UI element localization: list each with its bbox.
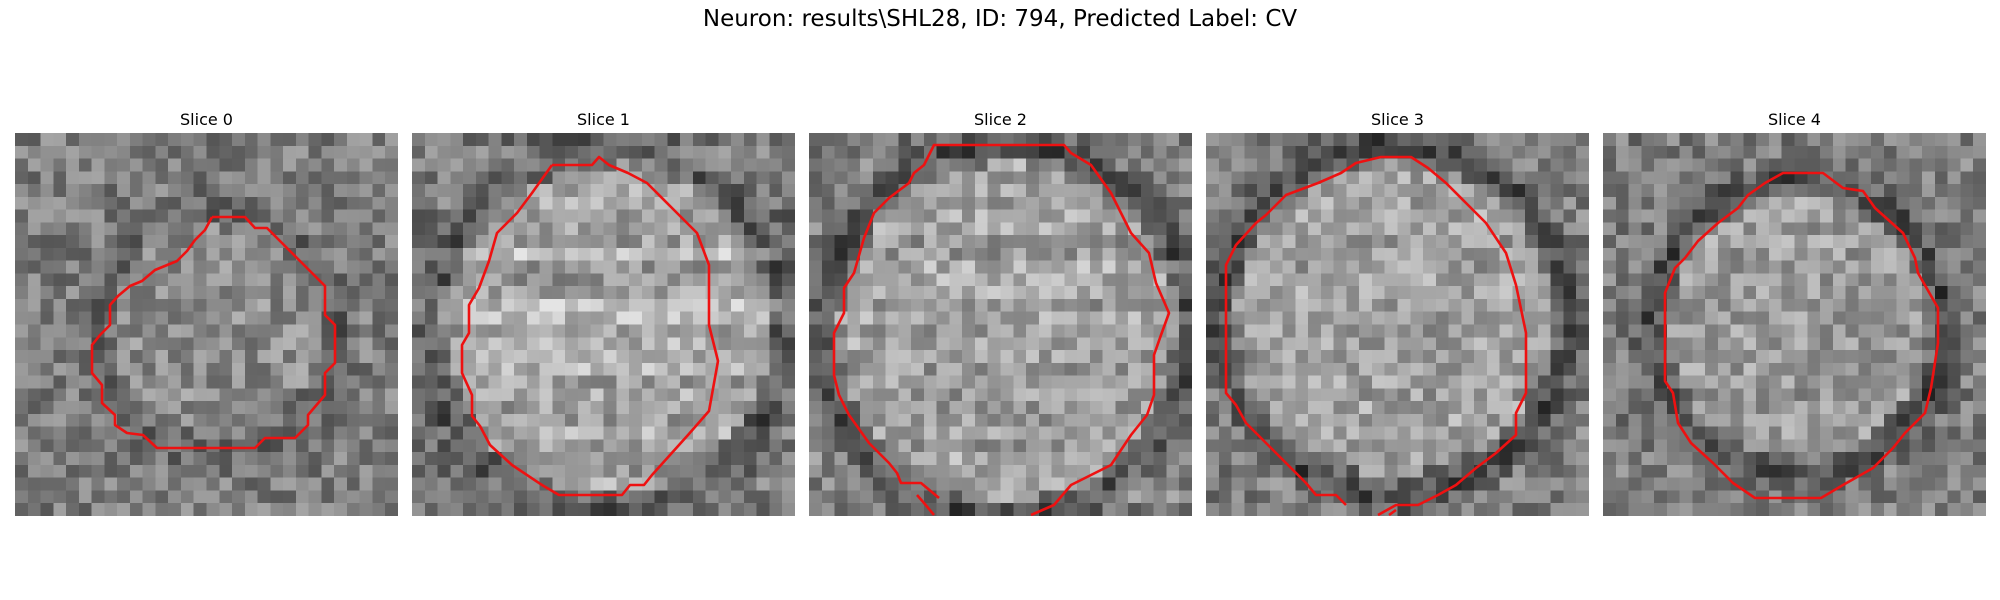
segmentation-contour <box>1224 155 1528 516</box>
slice-panel-1: Slice 1 <box>412 108 795 516</box>
segmentation-contour <box>832 143 1171 516</box>
slice-image <box>809 133 1192 516</box>
slice-image <box>412 133 795 516</box>
slice-title: Slice 2 <box>974 110 1027 129</box>
slice-image <box>1603 133 1986 516</box>
figure-title: Neuron: results\SHL28, ID: 794, Predicte… <box>702 6 1298 32</box>
slice-panel-4: Slice 4 <box>1603 108 1986 516</box>
slice-panel-3: Slice 3 <box>1206 108 1589 516</box>
slice-title: Slice 4 <box>1768 110 1821 129</box>
segmentation-contour <box>90 215 337 450</box>
segmentation-contour <box>1663 171 1940 500</box>
slice-panel-0: Slice 0 <box>15 108 398 516</box>
slice-title: Slice 0 <box>180 110 233 129</box>
slice-panel-2: Slice 2 <box>809 108 1192 516</box>
slice-title: Slice 1 <box>577 110 630 129</box>
segmentation-contour <box>460 155 720 497</box>
slice-title: Slice 3 <box>1371 110 1424 129</box>
